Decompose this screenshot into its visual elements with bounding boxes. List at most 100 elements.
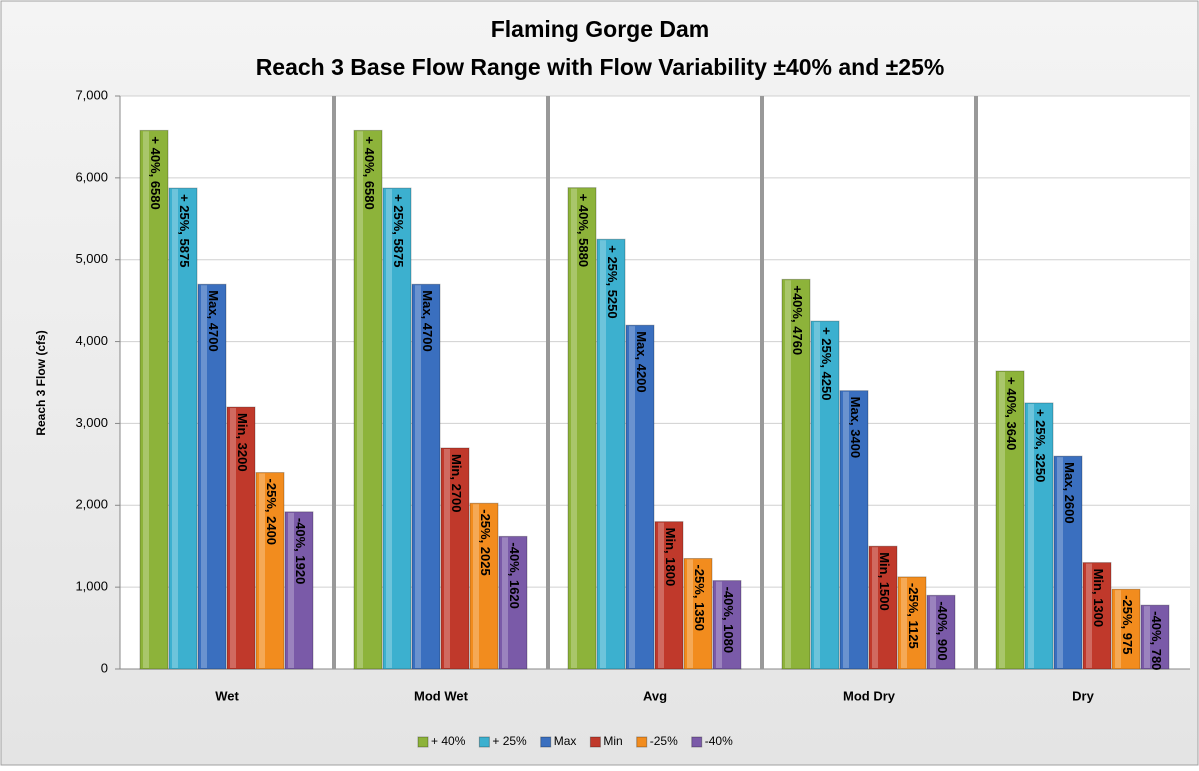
bar-highlight — [901, 577, 907, 668]
bar-highlight — [259, 473, 265, 668]
bar — [897, 576, 927, 670]
bar — [226, 406, 256, 670]
bar-highlight — [1057, 457, 1063, 668]
bar-highlight — [687, 559, 693, 668]
bar-highlight — [386, 189, 392, 668]
bar — [839, 390, 869, 670]
data-label: + 40%, 6580 — [148, 136, 163, 209]
bar-highlight — [814, 322, 820, 668]
bar-highlight — [473, 504, 479, 668]
data-label: Max, 4700 — [420, 290, 435, 351]
data-label: + 25%, 3250 — [1033, 409, 1048, 482]
bar — [382, 187, 412, 670]
data-label: -25%, 1350 — [692, 564, 707, 631]
legend-swatch — [540, 736, 552, 748]
bar — [353, 129, 383, 670]
legend-label: Max — [554, 734, 577, 748]
chart-title: Flaming Gorge Dam — [491, 16, 710, 42]
bar-highlight — [658, 522, 664, 668]
data-label: -25%, 2025 — [478, 509, 493, 575]
bar — [683, 557, 713, 670]
legend-label: + 40% — [431, 734, 466, 748]
bar-highlight — [444, 448, 450, 668]
bar-highlight — [1028, 403, 1034, 668]
bar-highlight — [872, 547, 878, 668]
y-tick-label: 4,000 — [75, 333, 108, 348]
y-tick-label: 1,000 — [75, 579, 108, 594]
bar — [1111, 588, 1141, 670]
legend-label: -40% — [705, 734, 733, 748]
bar — [1053, 455, 1083, 670]
bar — [411, 283, 441, 670]
bar — [1024, 402, 1054, 670]
data-label: Max, 3400 — [848, 397, 863, 458]
y-tick-label: 7,000 — [75, 87, 108, 102]
bar — [255, 472, 285, 670]
data-label: + 40%, 6580 — [362, 136, 377, 209]
bar — [1140, 604, 1170, 670]
data-label: -40%, 1080 — [721, 587, 736, 654]
bar — [995, 370, 1025, 670]
bar — [625, 324, 655, 670]
legend-swatch — [636, 736, 648, 748]
bar — [810, 320, 840, 670]
bar — [498, 535, 528, 670]
x-tick-label: Dry — [1072, 688, 1094, 703]
y-tick-label: 0 — [101, 660, 108, 675]
y-tick-label: 2,000 — [75, 497, 108, 512]
bar — [168, 187, 198, 670]
legend-swatch — [589, 736, 601, 748]
data-label: -40%, 1620 — [507, 542, 522, 609]
bar — [781, 278, 811, 670]
data-label: -40%, 1920 — [293, 518, 308, 585]
bar — [197, 283, 227, 670]
data-label: Min, 1500 — [877, 552, 892, 611]
data-label: Min, 3200 — [235, 413, 250, 472]
y-axis-title: Reach 3 Flow (cfs) — [34, 330, 48, 435]
legend-swatch — [417, 736, 429, 748]
data-label: Max, 2600 — [1062, 462, 1077, 523]
y-tick-label: 3,000 — [75, 415, 108, 430]
legend-label: -25% — [650, 734, 678, 748]
bar — [440, 447, 470, 670]
data-label: Min, 1300 — [1091, 569, 1106, 628]
bar-highlight — [843, 391, 849, 668]
bar-highlight — [785, 280, 791, 668]
data-label: Min, 2700 — [449, 454, 464, 513]
x-tick-label: Mod Wet — [414, 688, 469, 703]
data-label: + 25%, 5875 — [391, 194, 406, 267]
bar-highlight — [600, 240, 606, 668]
bar — [469, 502, 499, 670]
bar-highlight — [172, 189, 178, 668]
bar — [284, 511, 314, 670]
bar — [139, 129, 169, 670]
bar-highlight — [1144, 606, 1150, 668]
bar-highlight — [201, 285, 207, 668]
bar-highlight — [357, 131, 363, 668]
y-tick-label: 5,000 — [75, 251, 108, 266]
chart-subtitle: Reach 3 Base Flow Range with Flow Variab… — [256, 54, 945, 80]
data-label: + 25%, 5875 — [177, 194, 192, 267]
bar-highlight — [930, 596, 936, 668]
bar — [567, 187, 597, 670]
bar-highlight — [502, 537, 508, 668]
bar-highlight — [415, 285, 421, 668]
legend-swatch — [478, 736, 490, 748]
x-tick-label: Mod Dry — [843, 688, 896, 703]
bar — [926, 594, 956, 670]
data-label: -25%, 1125 — [906, 583, 921, 649]
bar-highlight — [571, 188, 577, 668]
bar-highlight — [288, 512, 294, 668]
data-label: +40%, 4760 — [790, 285, 805, 355]
legend-label: Min — [603, 734, 622, 748]
bar — [868, 545, 898, 670]
bar-highlight — [716, 581, 722, 668]
x-tick-label: Avg — [643, 688, 667, 703]
bar — [596, 238, 626, 670]
y-tick-label: 6,000 — [75, 169, 108, 184]
data-label: + 25%, 5250 — [605, 245, 620, 318]
legend-swatch — [691, 736, 703, 748]
bar-highlight — [230, 408, 236, 668]
